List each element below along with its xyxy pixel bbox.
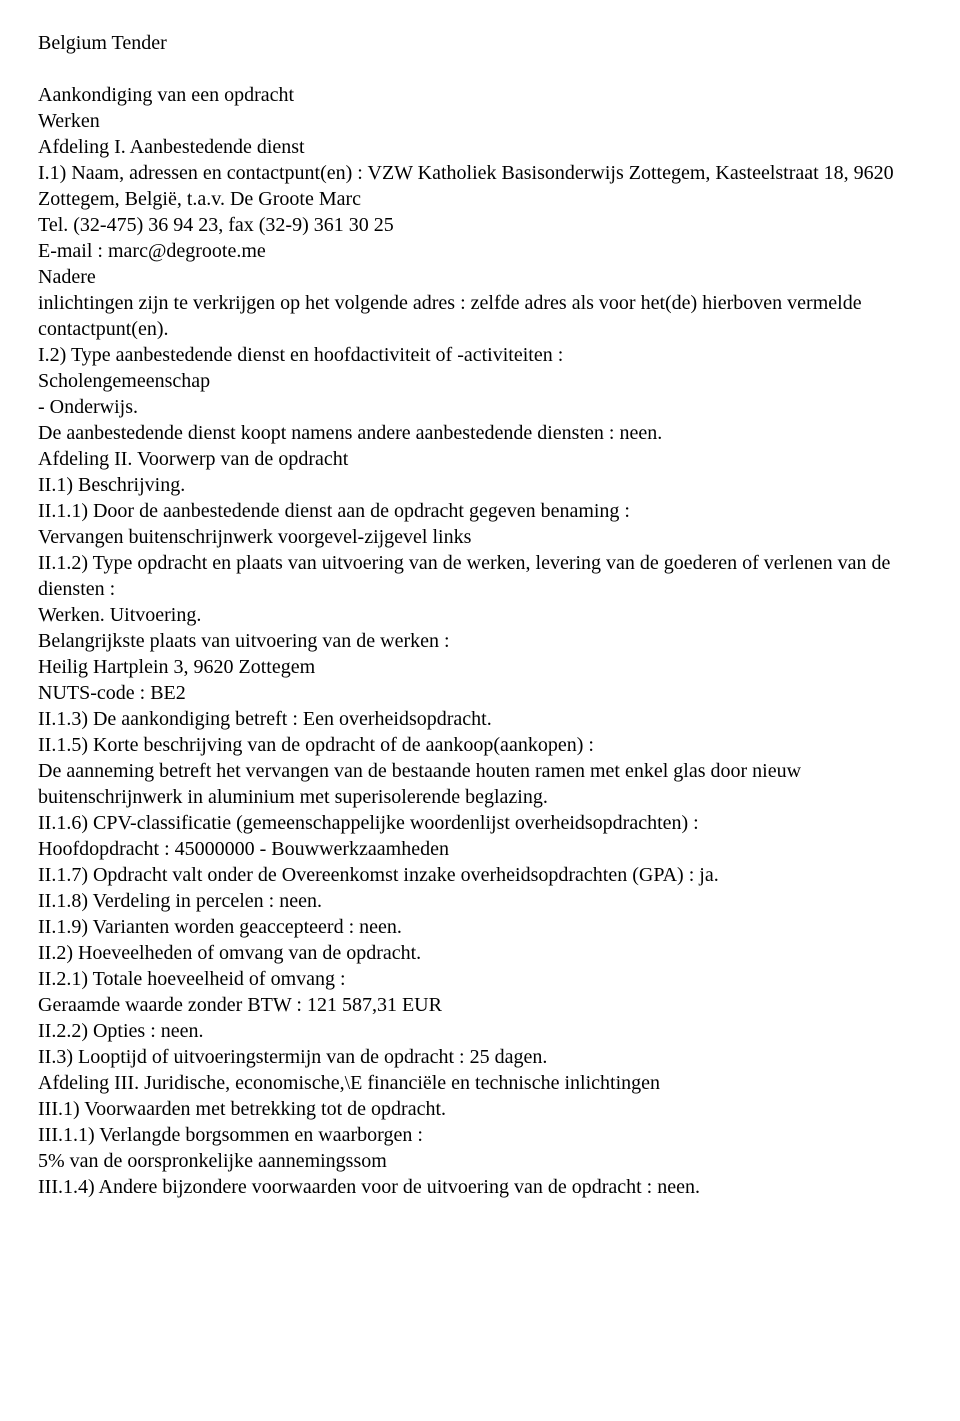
body-line: Geraamde waarde zonder BTW : 121 587,31 …: [38, 992, 922, 1018]
body-line: Hoofdopdracht : 45000000 - Bouwwerkzaamh…: [38, 836, 922, 862]
body-line: II.1.7) Opdracht valt onder de Overeenko…: [38, 862, 922, 888]
body-line: Tel. (32-475) 36 94 23, fax (32-9) 361 3…: [38, 212, 922, 238]
body-line: Aankondiging van een opdracht: [38, 82, 922, 108]
body-line: - Onderwijs.: [38, 394, 922, 420]
body-line: II.2) Hoeveelheden of omvang van de opdr…: [38, 940, 922, 966]
body-line: II.1.3) De aankondiging betreft : Een ov…: [38, 706, 922, 732]
body-line: II.2.2) Opties : neen.: [38, 1018, 922, 1044]
body-line: Afdeling III. Juridische, economische,\E…: [38, 1070, 922, 1096]
body-line: Afdeling I. Aanbestedende dienst: [38, 134, 922, 160]
body-line: Nadere: [38, 264, 922, 290]
document-body: Aankondiging van een opdrachtWerkenAfdel…: [38, 82, 922, 1200]
body-line: E-mail : marc@degroote.me: [38, 238, 922, 264]
body-line: II.1.6) CPV-classificatie (gemeenschappe…: [38, 810, 922, 836]
body-line: II.1) Beschrijving.: [38, 472, 922, 498]
body-line: I.1) Naam, adressen en contactpunt(en) :…: [38, 160, 922, 212]
body-line: De aanbestedende dienst koopt namens and…: [38, 420, 922, 446]
body-line: 5% van de oorspronkelijke aannemingssom: [38, 1148, 922, 1174]
body-line: II.1.1) Door de aanbestedende dienst aan…: [38, 498, 922, 524]
body-line: Afdeling II. Voorwerp van de opdracht: [38, 446, 922, 472]
body-line: II.1.5) Korte beschrijving van de opdrac…: [38, 732, 922, 758]
body-line: Heilig Hartplein 3, 9620 Zottegem: [38, 654, 922, 680]
body-line: II.1.8) Verdeling in percelen : neen.: [38, 888, 922, 914]
body-line: I.2) Type aanbestedende dienst en hoofda…: [38, 342, 922, 368]
body-line: II.1.2) Type opdracht en plaats van uitv…: [38, 550, 922, 602]
body-line: III.1.1) Verlangde borgsommen en waarbor…: [38, 1122, 922, 1148]
body-line: Werken. Uitvoering.: [38, 602, 922, 628]
body-line: Vervangen buitenschrijnwerk voorgevel-zi…: [38, 524, 922, 550]
body-line: inlichtingen zijn te verkrijgen op het v…: [38, 290, 922, 342]
body-line: II.1.9) Varianten worden geaccepteerd : …: [38, 914, 922, 940]
body-line: Werken: [38, 108, 922, 134]
document-title: Belgium Tender: [38, 30, 922, 56]
body-line: De aanneming betreft het vervangen van d…: [38, 758, 922, 810]
body-line: Scholengemeenschap: [38, 368, 922, 394]
body-line: II.3) Looptijd of uitvoeringstermijn van…: [38, 1044, 922, 1070]
body-line: NUTS-code : BE2: [38, 680, 922, 706]
body-line: III.1) Voorwaarden met betrekking tot de…: [38, 1096, 922, 1122]
body-line: III.1.4) Andere bijzondere voorwaarden v…: [38, 1174, 922, 1200]
body-line: II.2.1) Totale hoeveelheid of omvang :: [38, 966, 922, 992]
body-line: Belangrijkste plaats van uitvoering van …: [38, 628, 922, 654]
